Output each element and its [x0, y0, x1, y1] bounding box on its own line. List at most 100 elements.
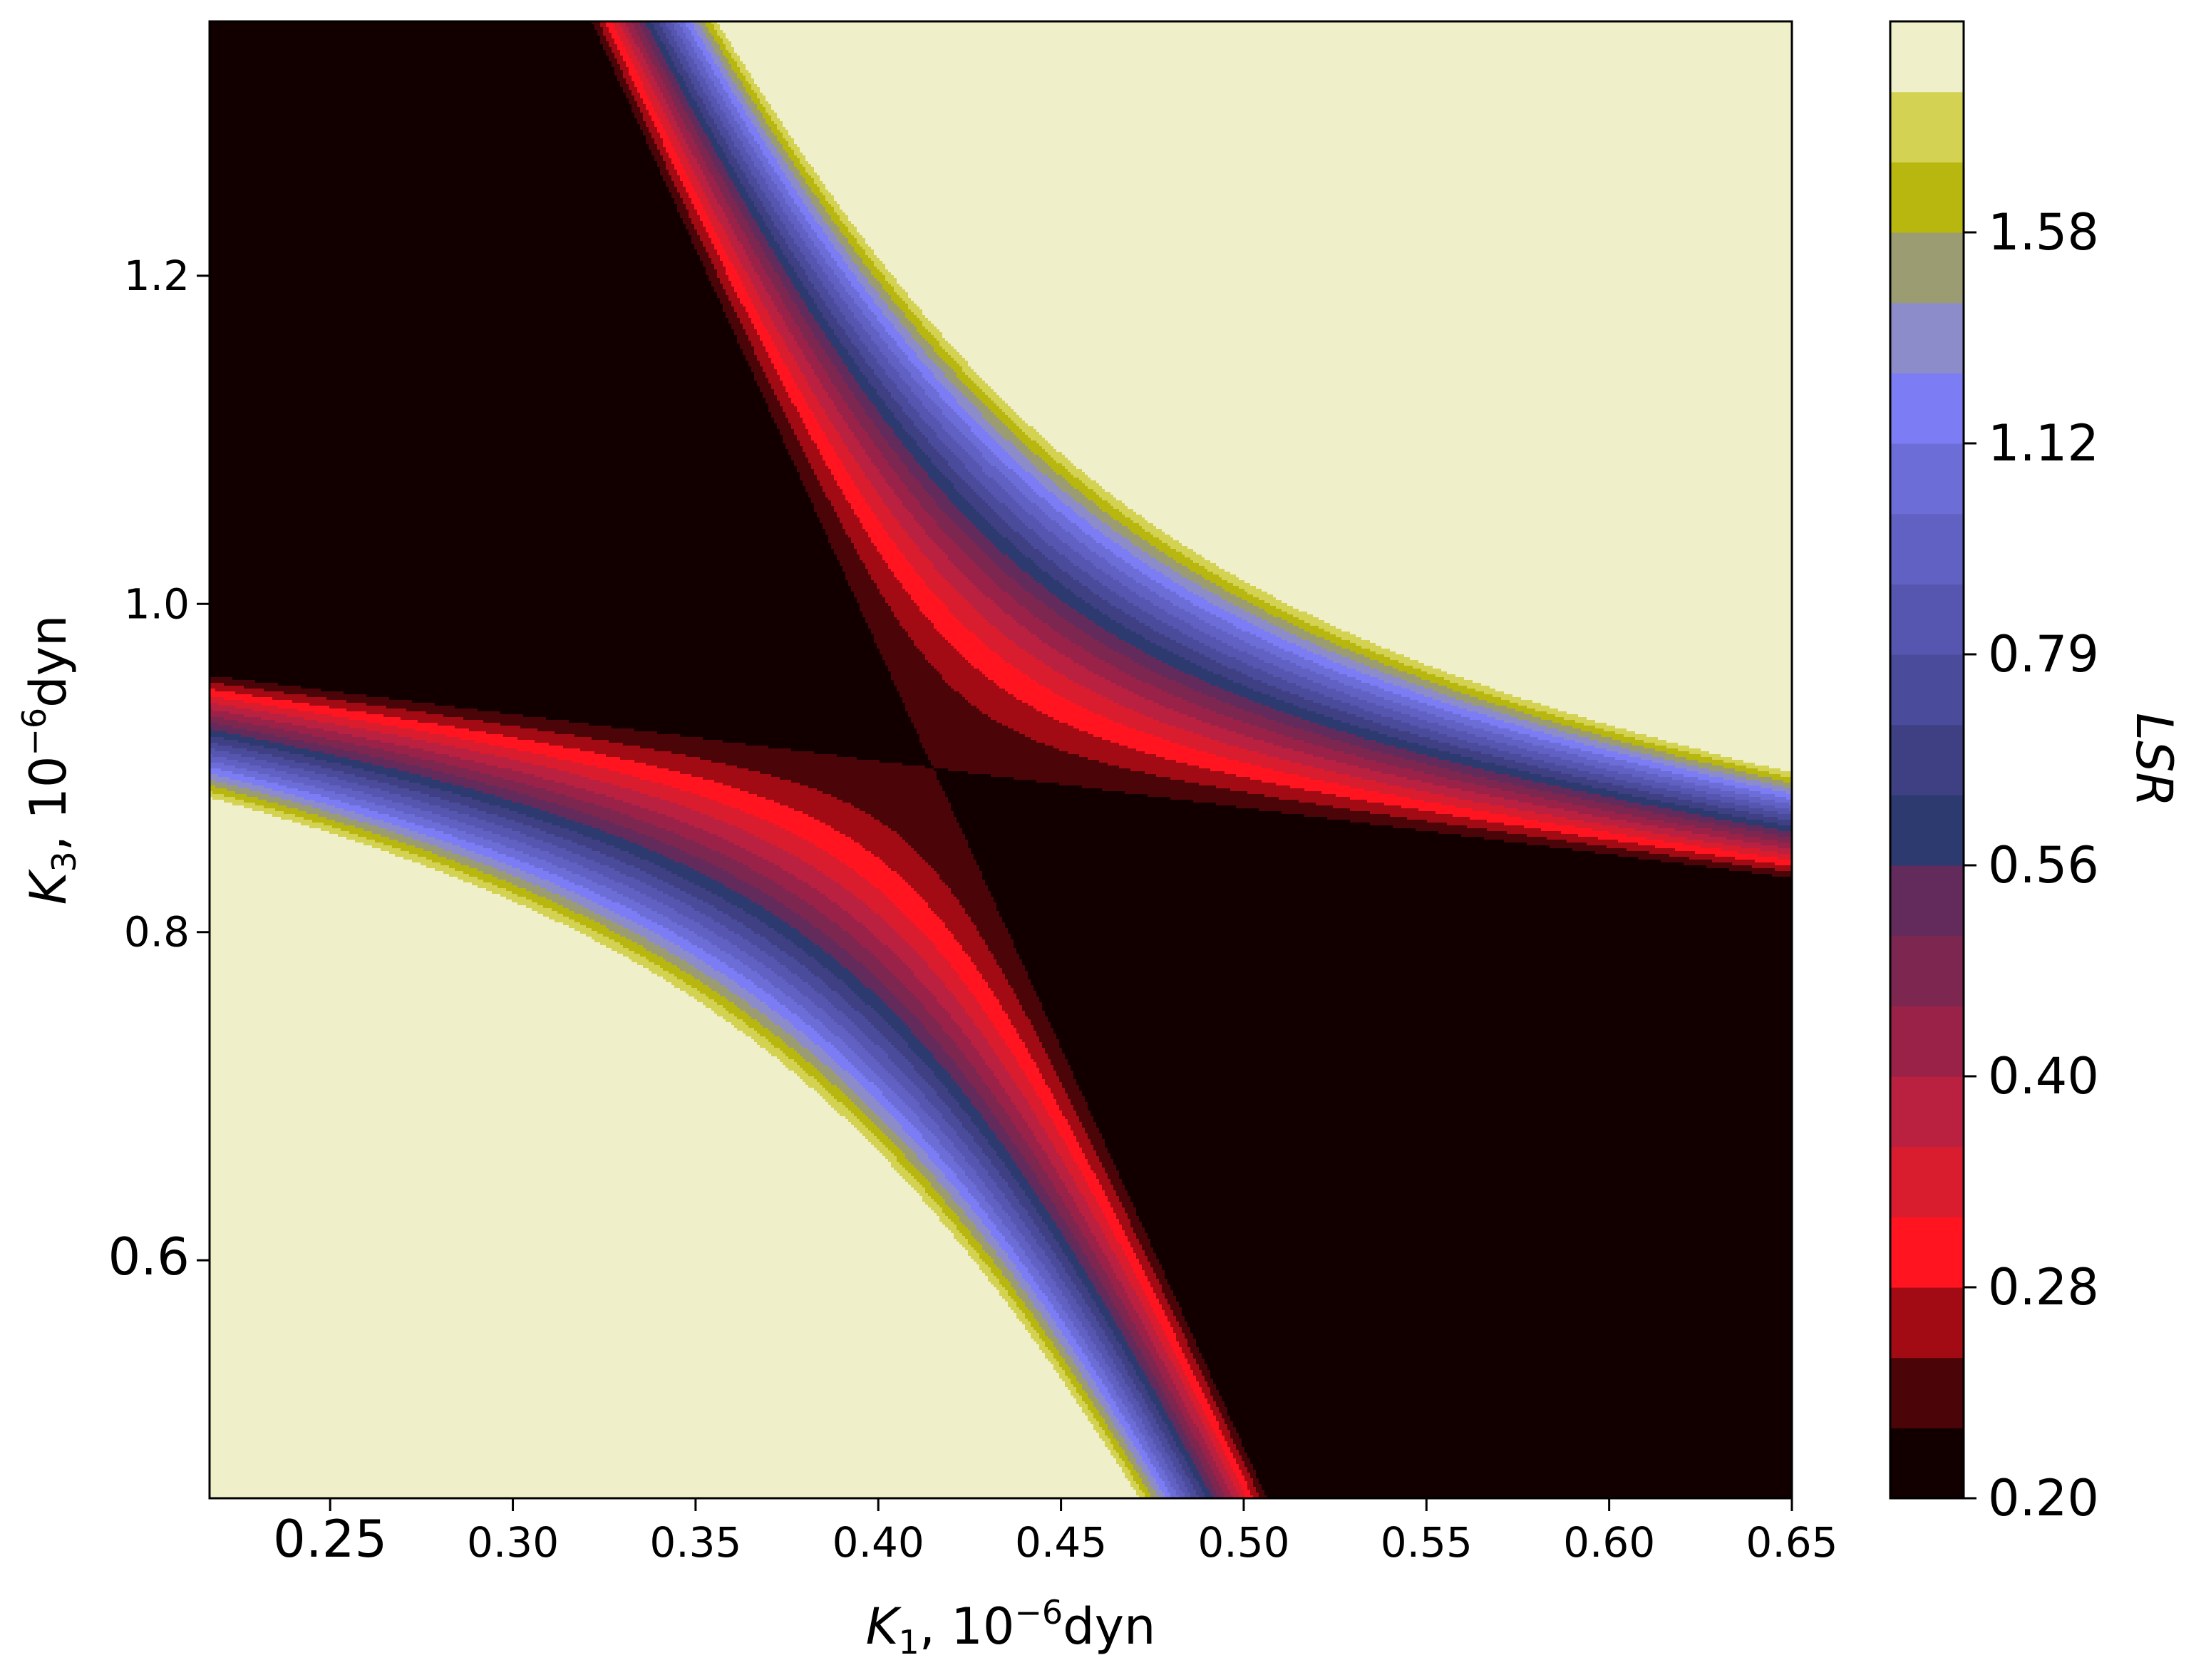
contour-band — [210, 121, 638, 125]
contour-band — [954, 469, 969, 473]
contour-band — [805, 426, 820, 430]
contour-band — [888, 566, 914, 570]
contour-band — [900, 321, 912, 324]
contour-band — [751, 133, 761, 136]
contour-band — [697, 53, 703, 56]
contour-row — [210, 153, 1792, 156]
contour-band — [885, 529, 906, 532]
contour-band — [703, 241, 712, 244]
contour-band — [894, 515, 914, 518]
contour-band — [971, 378, 983, 381]
contour-band — [711, 190, 721, 193]
contour-band — [982, 549, 1000, 552]
contour-band — [848, 449, 866, 453]
contour-band — [783, 124, 1792, 128]
contour-band — [623, 76, 632, 79]
contour-band — [1350, 649, 1371, 652]
contour-row — [210, 580, 1792, 584]
contour-band — [925, 489, 943, 493]
contour-band — [908, 509, 926, 512]
contour-band — [928, 557, 949, 561]
contour-band — [731, 210, 741, 213]
contour-band — [874, 486, 892, 490]
contour-band — [726, 33, 1792, 36]
contour-band — [928, 318, 1792, 321]
contour-band — [1036, 429, 1792, 433]
contour-band — [1048, 515, 1066, 518]
contour-band — [1031, 612, 1057, 615]
contour-band — [919, 415, 934, 418]
contour-band — [643, 53, 649, 56]
contour-band — [646, 107, 655, 110]
contour-band — [757, 329, 769, 333]
contour-band — [805, 287, 815, 290]
contour-band — [1056, 520, 1071, 524]
contour-band — [743, 349, 755, 353]
contour-band — [746, 252, 755, 256]
contour-band — [880, 269, 889, 273]
contour-band — [1048, 557, 1068, 561]
contour-band — [831, 503, 852, 507]
contour-band — [210, 649, 880, 652]
contour-band — [640, 21, 646, 25]
contour-band — [754, 175, 763, 179]
contour-band — [1031, 543, 1048, 547]
contour-band — [862, 372, 875, 376]
contour-band — [939, 452, 954, 455]
contour-band — [657, 164, 666, 168]
contour-band — [703, 27, 709, 31]
contour-band — [917, 352, 926, 356]
contour-band — [706, 247, 715, 250]
contour-band — [671, 175, 681, 179]
contour-band — [614, 41, 624, 45]
contour-band — [1205, 654, 1228, 658]
contour-band — [868, 569, 892, 572]
contour-band — [814, 332, 826, 336]
contour-band — [1324, 666, 1348, 669]
contour-band — [1105, 557, 1123, 561]
contour-band — [669, 155, 678, 159]
contour-band — [649, 98, 658, 102]
contour-band — [797, 192, 806, 196]
contour-band — [763, 284, 775, 287]
contour-band — [210, 264, 703, 267]
contour-band — [820, 249, 829, 253]
contour-band — [951, 406, 963, 410]
contour-band — [728, 258, 741, 262]
contour-band — [817, 195, 826, 199]
contour-band — [777, 255, 786, 259]
contour-band — [1042, 446, 1054, 450]
contour-row — [210, 118, 1792, 122]
contour-band — [968, 361, 1792, 364]
contour-band — [1051, 478, 1066, 481]
contour-band — [860, 366, 872, 370]
contour-band — [651, 30, 658, 34]
contour-band — [837, 452, 852, 455]
contour-band — [717, 170, 726, 173]
contour-band — [720, 258, 729, 262]
contour-band — [991, 540, 1011, 544]
contour-band — [734, 50, 1792, 53]
contour-band — [210, 657, 883, 661]
contour-band — [210, 258, 701, 262]
contour-band — [828, 540, 852, 544]
contour-band — [1216, 563, 1792, 567]
contour-band — [210, 398, 766, 401]
contour-band — [746, 218, 755, 222]
contour-band — [945, 372, 957, 376]
contour-band — [1088, 509, 1103, 512]
contour-band — [908, 355, 917, 359]
contour-band — [651, 118, 661, 122]
contour-band — [1076, 594, 1100, 598]
contour-band — [683, 135, 692, 139]
contour-band — [731, 326, 743, 330]
contour-band — [654, 27, 664, 31]
contour-band — [991, 398, 1003, 401]
contour-band — [957, 506, 974, 510]
contour-band — [788, 130, 1792, 133]
contour-band — [706, 267, 715, 270]
contour-band — [663, 53, 669, 56]
contour-band — [646, 58, 652, 62]
contour-band — [971, 426, 983, 430]
contour-band — [1085, 506, 1100, 510]
